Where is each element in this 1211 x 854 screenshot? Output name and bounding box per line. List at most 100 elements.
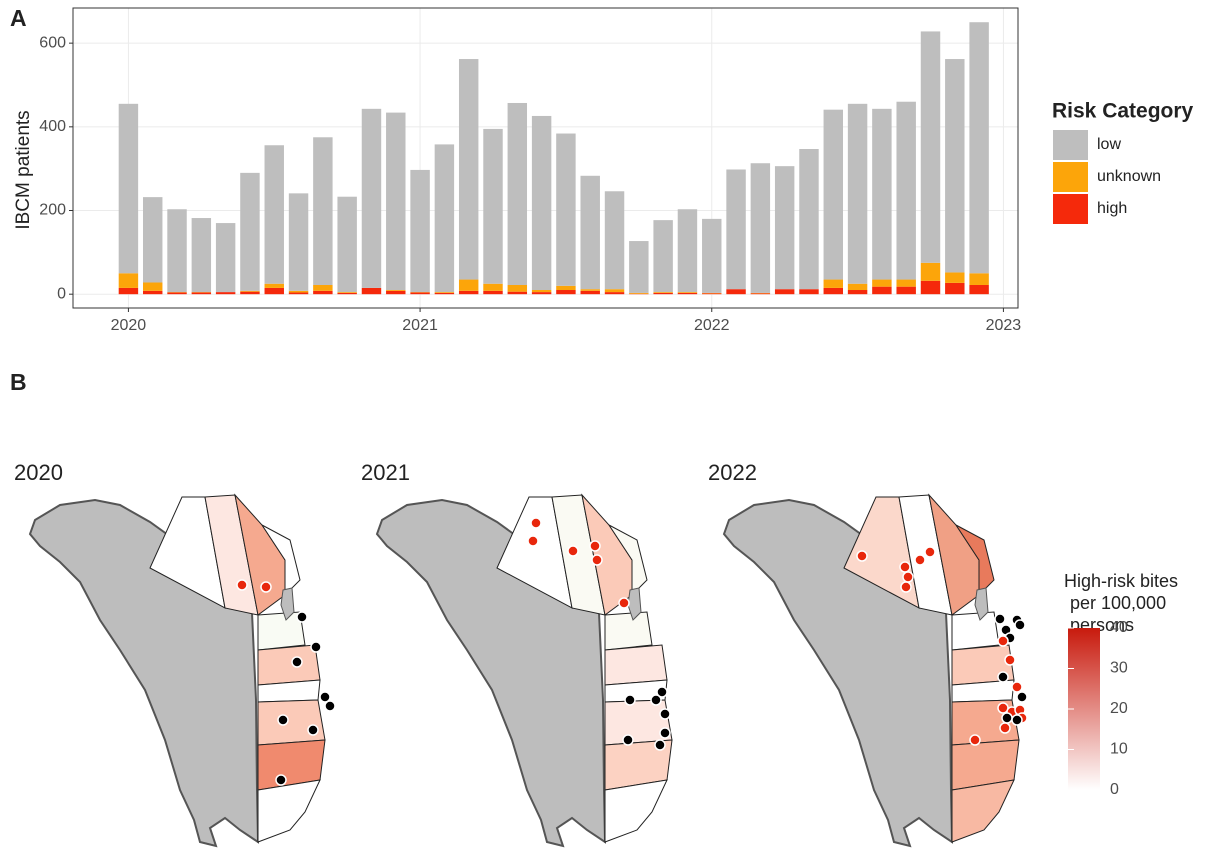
region <box>604 699 673 746</box>
bar-segment <box>191 218 212 293</box>
colorbar-tick-label: 40 <box>1110 619 1128 636</box>
lake <box>974 587 989 621</box>
site-dot <box>659 708 671 720</box>
bar-segment <box>410 169 430 293</box>
bar-segment <box>118 103 139 274</box>
map <box>28 493 326 848</box>
bar-segment <box>969 284 989 295</box>
legend-label: unknown <box>1097 168 1161 185</box>
bar-segment <box>604 191 625 290</box>
bar-segment <box>823 287 843 295</box>
bar-segment <box>896 286 916 295</box>
bar-segment <box>191 292 212 295</box>
x-tick-label: 2023 <box>986 317 1022 334</box>
bar-segment <box>143 197 163 283</box>
region <box>955 524 995 597</box>
region <box>261 524 301 597</box>
bar-segment <box>483 128 503 284</box>
bar-segment <box>458 59 479 280</box>
bar-segment <box>896 279 916 287</box>
bar-segment <box>240 291 260 295</box>
bar-segment <box>264 287 284 295</box>
colorbar-tick-label: 10 <box>1110 741 1128 758</box>
bar-segment <box>653 220 673 293</box>
bar-segment <box>750 293 771 295</box>
site-dot <box>260 581 272 593</box>
y-tick-label: 600 <box>39 34 66 51</box>
region <box>604 779 668 843</box>
site-dot <box>296 611 308 623</box>
site-dot <box>900 581 912 593</box>
site-dot <box>527 535 539 547</box>
site-dot <box>622 734 634 746</box>
bar-segment <box>337 196 357 293</box>
bar-segment <box>361 108 382 288</box>
bar-segment <box>288 193 309 291</box>
legend-label: high <box>1097 200 1127 217</box>
bar-segment <box>240 290 260 292</box>
site-dot <box>589 540 601 552</box>
bar-segment <box>288 290 309 293</box>
bar-segment <box>872 108 892 280</box>
site-dot <box>856 550 868 562</box>
y-axis-title: IBCM patients <box>13 110 34 229</box>
panel-label: B <box>10 369 27 395</box>
bar-segment <box>823 279 843 288</box>
site-dot <box>567 545 579 557</box>
bar-segment <box>434 144 455 293</box>
site-dot <box>969 734 981 746</box>
site-dot <box>659 727 671 739</box>
bar-segment <box>604 289 625 293</box>
site-dot <box>650 694 662 706</box>
bar-segment <box>264 145 284 284</box>
site-dot <box>291 656 303 668</box>
bar-segment <box>969 22 989 274</box>
bar-segment <box>167 292 187 295</box>
bar-segment <box>702 293 722 295</box>
site-dot <box>1016 691 1028 703</box>
bar-segment <box>531 115 552 291</box>
bar-segment <box>143 282 163 291</box>
bar-segment <box>556 290 576 295</box>
bar-segment <box>920 280 941 295</box>
region <box>257 644 321 686</box>
bar-segment <box>118 287 139 295</box>
region <box>951 779 1015 843</box>
site-dot <box>656 686 668 698</box>
bar-segment <box>337 292 357 295</box>
bar-segment <box>799 289 819 295</box>
site-dot <box>307 724 319 736</box>
bar-segment <box>774 289 795 295</box>
site-dot <box>624 694 636 706</box>
bar-segment <box>847 290 868 295</box>
bar-segment <box>483 283 503 291</box>
bar-segment <box>556 133 576 286</box>
bar-segment <box>288 292 309 295</box>
site-dot <box>236 579 248 591</box>
bar-segment <box>313 137 333 285</box>
bar-segment <box>629 292 649 294</box>
bar-segment <box>118 273 139 288</box>
bar-segment <box>507 291 528 295</box>
bar-segment <box>361 287 382 295</box>
bar-segment <box>580 289 600 291</box>
bar-segment <box>702 218 722 293</box>
bar-segment <box>386 112 406 291</box>
bar-segment <box>580 175 600 290</box>
bar-segment <box>410 292 430 295</box>
bar-segment <box>653 292 673 293</box>
colorbar-title: per 100,000 <box>1070 593 1166 613</box>
lake <box>280 587 295 621</box>
region <box>257 699 326 746</box>
site-dot <box>924 546 936 558</box>
bar-segment <box>726 289 746 295</box>
bar-segment <box>799 149 819 290</box>
bar-segment <box>215 223 236 293</box>
bar-segment <box>823 109 843 280</box>
bar-segment <box>945 272 965 283</box>
bar-segment <box>677 292 698 295</box>
site-dot <box>654 739 666 751</box>
bar-segment <box>629 241 649 293</box>
x-tick-label: 2021 <box>402 317 438 334</box>
